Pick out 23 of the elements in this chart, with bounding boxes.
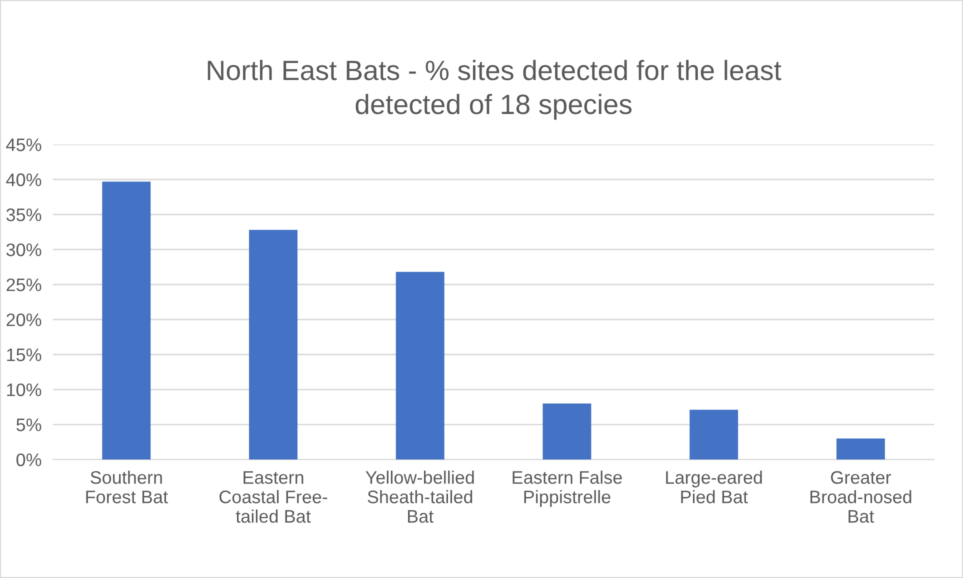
chart-title: North East Bats - % sites detected for the least detected of 18 species — [208, 60, 782, 120]
bar — [249, 230, 298, 460]
bar — [690, 410, 738, 460]
bar — [396, 272, 444, 460]
y-tick-label: 15% — [7, 348, 42, 362]
bar — [542, 404, 592, 460]
x-tick-label: Eastern False Pippistrelle — [512, 470, 622, 507]
y-tick-label: 30% — [6, 243, 42, 256]
x-tick-label: Greater Broad-nosed Bat — [810, 471, 912, 523]
x-tick-label: Eastern Coastal Free- tailed Bat — [219, 471, 328, 523]
bar — [102, 182, 151, 460]
x-tick-label: Yellow-bellied Sheath-tailed Bat — [366, 470, 474, 523]
x-tick-label: Southern Forest Bat — [86, 470, 168, 504]
y-tick-label: 20% — [6, 313, 42, 326]
y-tick-label: 40% — [6, 173, 42, 186]
y-tick-label: 10% — [7, 383, 42, 396]
y-tick-label: 45% — [6, 138, 42, 152]
y-tick-label: 5% — [16, 418, 42, 432]
y-tick-label: 35% — [6, 208, 42, 222]
y-tick-label: 25% — [6, 278, 42, 292]
x-tick-label: Large-eared Pied Bat — [666, 470, 762, 504]
bar — [836, 438, 885, 460]
y-tick-label: 0% — [16, 453, 42, 466]
